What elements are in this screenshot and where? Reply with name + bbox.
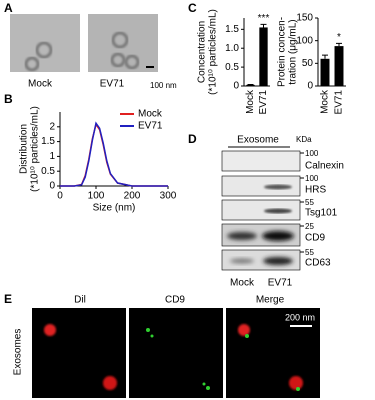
x-tick-label: 300 bbox=[160, 191, 177, 202]
significance: *** bbox=[258, 13, 270, 24]
protein-label: CD9 bbox=[305, 233, 325, 244]
column-label: CD9 bbox=[165, 295, 185, 306]
x-tick-label: Mock bbox=[320, 89, 331, 114]
x-tick-label: EV71 bbox=[334, 90, 345, 115]
lane-label: Mock bbox=[230, 278, 255, 289]
y-tick-label: 0 bbox=[307, 81, 313, 92]
legend-label: Mock bbox=[138, 109, 163, 120]
unit-label: KDa bbox=[296, 135, 312, 144]
y-axis-label: Concentration bbox=[197, 21, 208, 83]
y-axis-label: Distribution bbox=[19, 124, 30, 174]
y-tick-label: 0 bbox=[49, 181, 55, 192]
marker-ticks bbox=[300, 152, 304, 253]
scale-label: 100 nm bbox=[150, 81, 177, 90]
column-label: Merge bbox=[256, 295, 285, 306]
protein-label: CD63 bbox=[305, 258, 331, 269]
protein-label: Calnexin bbox=[305, 161, 344, 172]
significance: * bbox=[337, 32, 341, 43]
protein-label: HRS bbox=[305, 185, 326, 196]
marker-label: 25 bbox=[305, 222, 314, 231]
x-tick-label: EV71 bbox=[258, 90, 269, 115]
em-image bbox=[88, 14, 158, 72]
bar bbox=[246, 84, 255, 86]
bar bbox=[334, 46, 344, 86]
line bbox=[60, 122, 168, 187]
y-axis-label: Protein concen- bbox=[277, 17, 288, 87]
y-tick-label: 1.5 bbox=[41, 136, 55, 147]
y-tick-label: 2 bbox=[49, 121, 55, 132]
marker-label: 100 bbox=[305, 174, 319, 183]
x-tick-label: 100 bbox=[88, 191, 105, 202]
image-label: Mock bbox=[28, 79, 53, 90]
y-tick-label: 0.5 bbox=[41, 166, 55, 177]
em-image bbox=[10, 14, 80, 72]
fluorescence-image bbox=[129, 308, 223, 398]
y-axis-label: tration (μg/mL) bbox=[288, 19, 299, 84]
protein-label: Tsg101 bbox=[305, 208, 338, 219]
marker-label: 55 bbox=[305, 248, 314, 257]
row-label: Exosomes bbox=[13, 329, 24, 376]
blot-header: Exosome bbox=[237, 135, 279, 146]
y-tick-label: 1.5 bbox=[225, 24, 239, 35]
lane-label: EV71 bbox=[268, 278, 293, 289]
column-label: Dil bbox=[74, 295, 86, 306]
y-tick-label: 0.5 bbox=[225, 62, 239, 73]
scale-label: 200 nm bbox=[285, 312, 315, 322]
y-axis-label: (*10¹⁰ particles/mL) bbox=[30, 106, 41, 192]
y-tick-label: 1.0 bbox=[225, 43, 239, 54]
image-label: EV71 bbox=[100, 79, 125, 90]
line bbox=[60, 121, 168, 187]
y-tick-label: 150 bbox=[296, 13, 313, 24]
marker-label: 100 bbox=[305, 149, 319, 158]
legend-label: EV71 bbox=[138, 121, 163, 132]
y-tick-label: 0 bbox=[233, 81, 239, 92]
panel-letter: B bbox=[4, 92, 13, 106]
bar bbox=[259, 27, 268, 87]
x-tick-label: 200 bbox=[124, 191, 141, 202]
error-bar bbox=[260, 23, 267, 28]
marker-label: 55 bbox=[305, 198, 314, 207]
x-axis-label: Size (nm) bbox=[93, 203, 136, 214]
y-tick-label: 1 bbox=[49, 151, 55, 162]
y-axis-label: (*10¹⁰ particles/mL) bbox=[208, 9, 219, 95]
panel-letter: E bbox=[4, 292, 12, 306]
panel-letter: A bbox=[4, 1, 13, 15]
y-tick-label: 50 bbox=[302, 58, 314, 69]
x-tick-label: 0 bbox=[57, 191, 63, 202]
error-bar bbox=[336, 42, 342, 47]
fluorescence-image bbox=[226, 308, 320, 398]
fluorescence-image bbox=[32, 308, 126, 398]
bar bbox=[320, 58, 330, 86]
blot bbox=[221, 150, 301, 271]
panel-letter: C bbox=[188, 1, 197, 15]
y-tick-label: 100 bbox=[296, 35, 313, 46]
panel-letter: D bbox=[188, 132, 197, 146]
error-bar bbox=[322, 54, 328, 59]
x-tick-label: Mock bbox=[245, 89, 256, 114]
